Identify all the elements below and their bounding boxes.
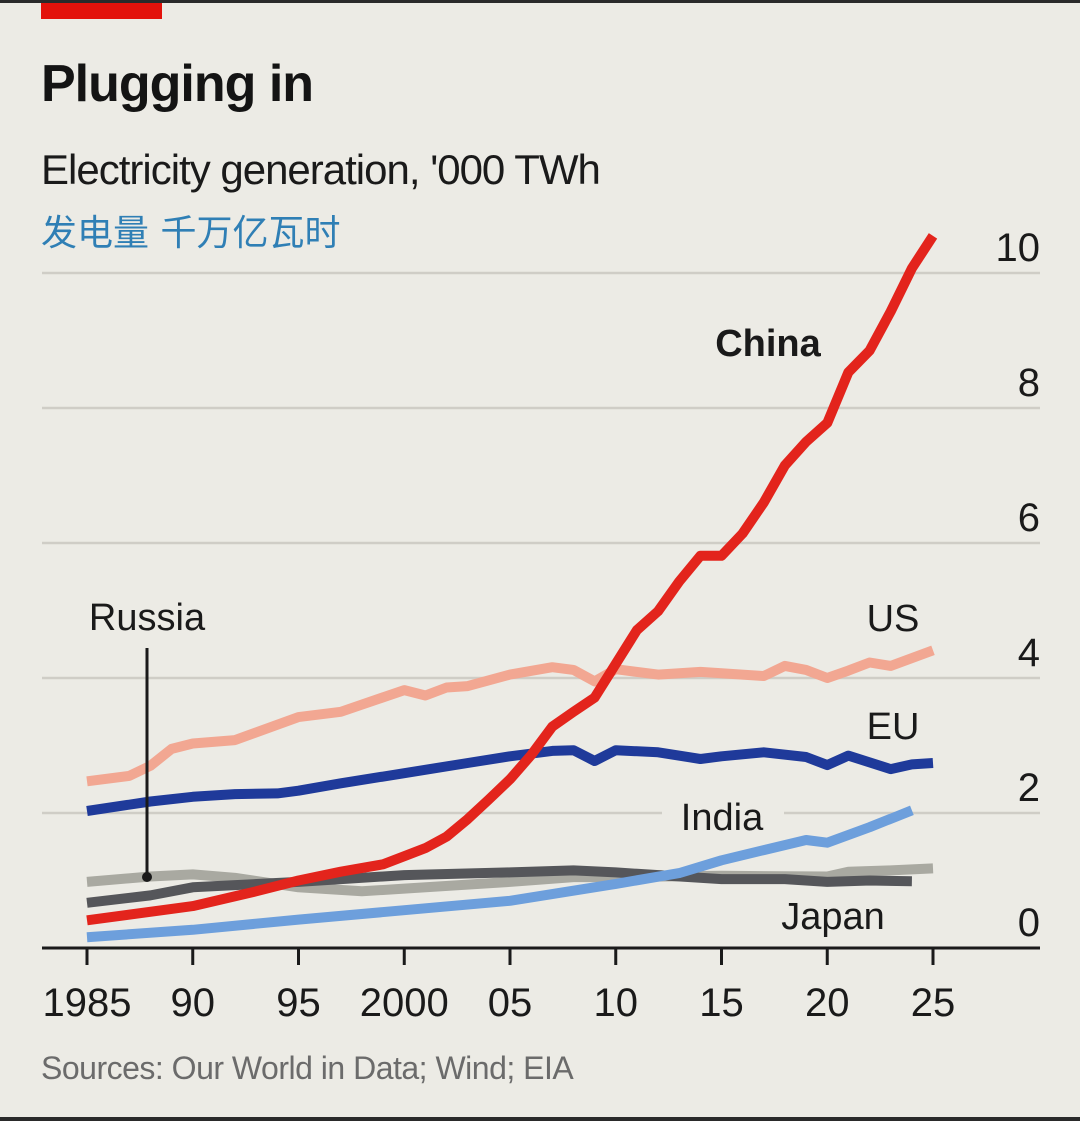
x-tick-label-2005: 05 bbox=[488, 981, 533, 1025]
top-border bbox=[0, 0, 1080, 3]
chart-source: Sources: Our World in Data; Wind; EIA bbox=[41, 1050, 574, 1086]
label-eu: EU bbox=[867, 706, 920, 748]
x-tick-label-2000: 2000 bbox=[360, 981, 449, 1025]
x-tick-label-2015: 15 bbox=[699, 981, 744, 1025]
y-tick-label-2: 2 bbox=[1018, 766, 1040, 810]
x-tick-label-2025: 25 bbox=[911, 981, 956, 1025]
label-russia: Russia bbox=[89, 597, 206, 639]
series-line-india bbox=[86, 805, 914, 943]
series-line-china bbox=[86, 233, 938, 926]
x-tick-label-1985: 1985 bbox=[43, 981, 132, 1025]
y-tick-label-8: 8 bbox=[1018, 361, 1040, 405]
chart-subtitle: Electricity generation, '000 TWh bbox=[41, 146, 601, 193]
x-tick-label-2020: 20 bbox=[805, 981, 850, 1025]
bottom-border bbox=[0, 1117, 1080, 1121]
chart-subtitle-chinese: 发电量 千万亿瓦时 bbox=[41, 213, 341, 254]
series-line-eu bbox=[86, 745, 934, 816]
x-tick-label-1995: 95 bbox=[276, 981, 321, 1025]
y-tick-label-4: 4 bbox=[1018, 631, 1040, 675]
series-line-japan bbox=[86, 865, 912, 908]
label-japan: Japan bbox=[781, 896, 885, 938]
brand-red-tag bbox=[41, 3, 162, 19]
label-india: India bbox=[681, 797, 764, 839]
label-us: US bbox=[867, 598, 920, 640]
y-tick-label-10: 10 bbox=[996, 226, 1041, 270]
chart-title: Plugging in bbox=[41, 55, 314, 113]
x-tick-label-2010: 10 bbox=[594, 981, 639, 1025]
label-china: China bbox=[715, 323, 821, 365]
russia-leader-dot bbox=[142, 872, 152, 882]
series-line-russia bbox=[86, 863, 934, 897]
y-tick-label-0: 0 bbox=[1018, 901, 1040, 945]
y-tick-label-6: 6 bbox=[1018, 496, 1040, 540]
label-india-bg bbox=[662, 796, 784, 840]
series-line-us bbox=[86, 645, 935, 787]
x-tick-label-1990: 90 bbox=[171, 981, 216, 1025]
